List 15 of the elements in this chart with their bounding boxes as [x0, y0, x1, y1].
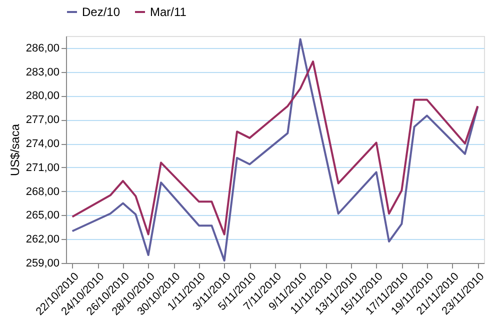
y-tick-label: 262,00: [26, 234, 60, 246]
y-axis-title: US$/saca: [8, 124, 22, 176]
legend-label: Mar/11: [150, 5, 187, 19]
legend-label: Dez/10: [82, 5, 120, 19]
y-tick-label: 274,00: [26, 138, 60, 150]
y-tick-label: 280,00: [26, 90, 60, 102]
line-series: [71, 38, 479, 262]
y-tick-label: 277,00: [26, 114, 60, 126]
y-tick-label: 271,00: [26, 162, 60, 174]
y-tick-label: 283,00: [26, 66, 60, 78]
line-series: [71, 60, 479, 236]
y-tick-label: 268,00: [26, 186, 60, 198]
y-tick-label: 286,00: [26, 42, 60, 54]
y-tick-label: 259,00: [26, 258, 60, 270]
y-tick-label: 265,00: [26, 210, 60, 222]
